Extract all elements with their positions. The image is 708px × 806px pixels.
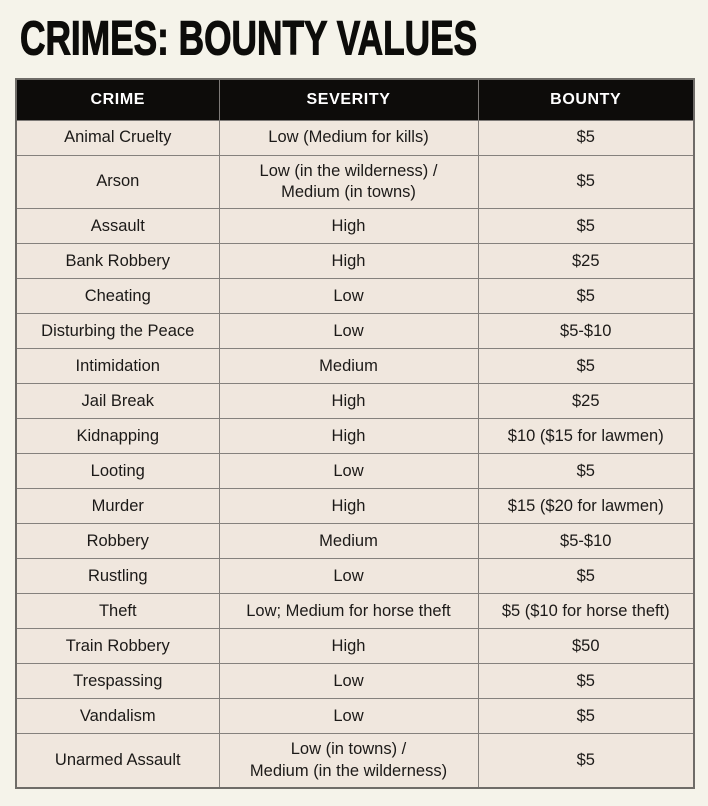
header-row: CRIME SEVERITY BOUNTY [15, 78, 695, 121]
table-row: Arson Low (in the wilderness) / Medium (i… [15, 154, 695, 210]
severity-cell: Low [218, 698, 479, 735]
severity-cell: Low [218, 558, 479, 595]
bounty-cell: $25 [477, 383, 695, 420]
table-row: Trespassing Low $5 [15, 663, 695, 700]
column-header-crime: CRIME [15, 78, 220, 121]
table-row: Kidnapping High $10 ($15 for lawmen) [15, 418, 695, 455]
crime-cell: Disturbing the Peace [15, 313, 220, 350]
crime-cell: Cheating [15, 278, 220, 315]
crime-cell: Theft [15, 593, 220, 630]
severity-cell: High [218, 628, 479, 665]
bounty-cell: $15 ($20 for lawmen) [477, 488, 695, 525]
table-row: Bank Robbery High $25 [15, 243, 695, 280]
crime-cell: Kidnapping [15, 418, 220, 455]
severity-cell: Medium [218, 523, 479, 560]
table-header: CRIME SEVERITY BOUNTY [15, 78, 695, 121]
table-row: Cheating Low $5 [15, 278, 695, 315]
severity-cell: High [218, 383, 479, 420]
table-row: Train Robbery High $50 [15, 628, 695, 665]
bounty-cell: $5 [477, 558, 695, 595]
crime-cell: Looting [15, 453, 220, 490]
column-header-bounty: BOUNTY [477, 78, 695, 121]
bounty-cell: $5 [477, 348, 695, 385]
table-row: Jail Break High $25 [15, 383, 695, 420]
page-title: CRIMES: BOUNTY VALUES [20, 11, 478, 66]
bounty-cell: $5 [477, 119, 695, 156]
table-row: Murder High $15 ($20 for lawmen) [15, 488, 695, 525]
table-row: Disturbing the Peace Low $5-$10 [15, 313, 695, 350]
bounty-cell: $5 [477, 453, 695, 490]
severity-cell: Low (Medium for kills) [218, 119, 479, 156]
table-row: Animal Cruelty Low (Medium for kills) $5 [15, 119, 695, 156]
severity-cell: Low [218, 453, 479, 490]
table-row: Intimidation Medium $5 [15, 348, 695, 385]
bounty-cell: $5 [477, 663, 695, 700]
table-row: Robbery Medium $5-$10 [15, 523, 695, 560]
crime-cell: Rustling [15, 558, 220, 595]
severity-cell: High [218, 418, 479, 455]
bounty-cell: $5-$10 [477, 523, 695, 560]
bounty-table: CRIME SEVERITY BOUNTY Animal Cruelty Low … [15, 78, 695, 790]
crime-cell: Arson [15, 154, 220, 210]
severity-cell: High [218, 243, 479, 280]
crime-cell: Jail Break [15, 383, 220, 420]
table-body: Animal Cruelty Low (Medium for kills) $5 Ar… [15, 119, 695, 789]
severity-cell: Low (in the wilderness) / Medium (in tow… [218, 154, 479, 210]
bounty-cell: $10 ($15 for lawmen) [477, 418, 695, 455]
table-row: Assault High $5 [15, 208, 695, 245]
severity-cell: Low [218, 278, 479, 315]
table-row: Rustling Low $5 [15, 558, 695, 595]
table-row: Theft Low; Medium for horse theft $5 ($10 … [15, 593, 695, 630]
severity-cell: High [218, 208, 479, 245]
crime-cell: Intimidation [15, 348, 220, 385]
crime-cell: Vandalism [15, 698, 220, 735]
crime-cell: Animal Cruelty [15, 119, 220, 156]
crime-cell: Bank Robbery [15, 243, 220, 280]
severity-cell: Low (in towns) / Medium (in the wilderne… [218, 733, 479, 789]
bounty-cell: $5 [477, 698, 695, 735]
column-header-severity: SEVERITY [218, 78, 479, 121]
severity-cell: High [218, 488, 479, 525]
table-row: Unarmed Assault Low (in towns) / Medium (… [15, 733, 695, 789]
bounty-cell: $5 [477, 154, 695, 210]
severity-cell: Low [218, 663, 479, 700]
crime-cell: Train Robbery [15, 628, 220, 665]
table-row: Vandalism Low $5 [15, 698, 695, 735]
severity-cell: Medium [218, 348, 479, 385]
crime-cell: Assault [15, 208, 220, 245]
bounty-cell: $50 [477, 628, 695, 665]
crime-cell: Murder [15, 488, 220, 525]
bounty-cell: $5 [477, 733, 695, 789]
bounty-cell: $5 [477, 208, 695, 245]
crime-cell: Robbery [15, 523, 220, 560]
crime-cell: Unarmed Assault [15, 733, 220, 789]
bounty-cell: $25 [477, 243, 695, 280]
table-row: Looting Low $5 [15, 453, 695, 490]
bounty-cell: $5 ($10 for horse theft) [477, 593, 695, 630]
severity-cell: Low [218, 313, 479, 350]
title-bar: CRIMES: BOUNTY VALUES [0, 0, 708, 66]
bounty-cell: $5 [477, 278, 695, 315]
crime-cell: Trespassing [15, 663, 220, 700]
bounty-cell: $5-$10 [477, 313, 695, 350]
severity-cell: Low; Medium for horse theft [218, 593, 479, 630]
